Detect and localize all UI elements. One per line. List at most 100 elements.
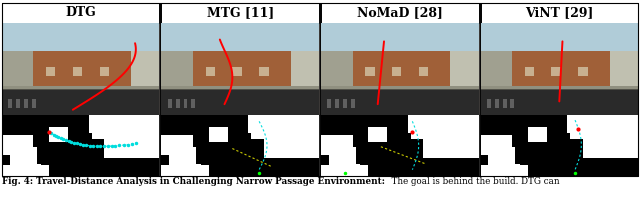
Bar [578,67,588,76]
Bar [321,51,356,97]
Bar [321,23,479,51]
Bar [161,165,209,176]
Bar [259,67,269,76]
Bar [232,67,242,76]
Bar [450,51,479,89]
Bar [36,134,92,164]
Bar [408,139,424,158]
Bar [264,136,319,158]
Bar [321,147,365,155]
Bar [610,51,638,89]
Bar [168,99,172,108]
Text: MTG [11]: MTG [11] [207,6,274,19]
Bar [2,89,159,115]
Bar [161,147,205,155]
Bar [481,89,638,115]
Bar [343,99,347,108]
Bar [335,99,339,108]
Bar [193,51,291,89]
Bar [248,139,264,158]
Bar [291,51,319,89]
Bar [321,89,479,115]
Bar [33,51,131,89]
Bar [161,89,319,115]
Bar [16,99,20,108]
Bar [515,134,570,164]
Bar [528,127,547,142]
Bar [353,51,450,89]
Bar [161,51,196,97]
Bar [567,139,583,158]
Bar [481,135,512,148]
Bar [161,3,319,23]
Bar [368,127,387,142]
Bar [481,89,638,90]
Bar [2,115,159,176]
Text: DTG: DTG [65,6,96,19]
Bar [502,99,506,108]
Bar [2,51,36,97]
Text: The goal is behind the build. DTG can: The goal is behind the build. DTG can [386,177,560,186]
Bar [161,115,319,176]
Bar [481,115,638,176]
Bar [100,67,109,76]
Bar [329,155,360,176]
Bar [365,67,374,76]
Text: NoMaD [28]: NoMaD [28] [357,6,443,19]
Text: ViNT [29]: ViNT [29] [525,6,593,19]
Bar [481,115,638,176]
Bar [487,99,491,108]
Bar [321,115,479,176]
Bar [2,3,159,23]
Bar [2,115,159,176]
Bar [2,147,46,155]
Bar [49,127,68,142]
Bar [419,67,428,76]
Bar [161,89,319,90]
Bar [321,89,479,90]
Bar [205,67,215,76]
Bar [131,51,159,89]
Bar [2,86,159,91]
Bar [2,165,49,176]
Bar [408,115,479,139]
Bar [321,135,353,148]
Bar [248,115,319,139]
Bar [392,67,401,76]
Bar [8,99,12,108]
Bar [488,155,520,176]
Bar [567,115,638,139]
Bar [2,23,159,115]
Bar [88,115,159,139]
Text: Fig. 4: Travel-Distance Analysis in Challenging Narrow Passage Environment:: Fig. 4: Travel-Distance Analysis in Chal… [2,177,385,186]
Bar [2,135,33,148]
Bar [481,147,525,155]
Bar [170,155,201,176]
Bar [161,115,319,176]
Bar [2,89,159,90]
Bar [161,86,319,91]
Bar [424,136,479,158]
Bar [104,136,159,158]
Bar [351,99,355,108]
Bar [321,86,479,91]
Bar [24,99,28,108]
Bar [321,3,479,23]
Bar [10,155,42,176]
Bar [32,99,36,108]
Bar [495,99,499,108]
Bar [196,134,252,164]
Bar [327,99,332,108]
Bar [583,136,638,158]
Bar [2,3,638,176]
Bar [161,23,319,51]
Bar [321,23,479,115]
Bar [191,99,195,108]
Bar [175,99,180,108]
Bar [552,67,561,76]
Bar [481,23,638,51]
Bar [511,99,515,108]
Bar [321,115,479,176]
Bar [88,139,104,158]
Bar [481,51,515,97]
